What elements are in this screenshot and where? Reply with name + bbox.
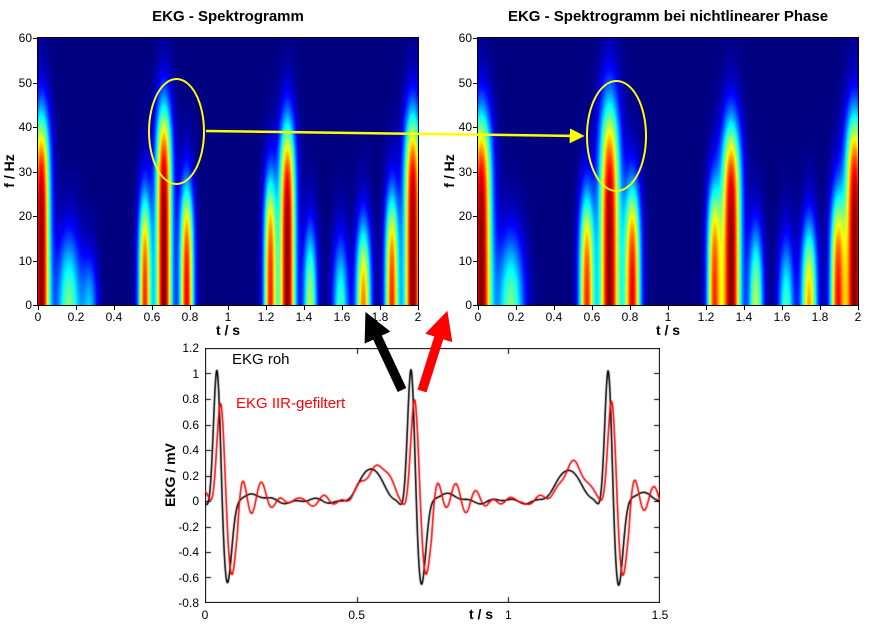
spectrogram_right-x-tick-mark: [782, 306, 783, 310]
spectrogram_left-x-tick-mark: [266, 306, 267, 310]
spectrogram_right-x-tick-mark: [630, 306, 631, 310]
spectrogram_right-y-tick-mark: [473, 216, 477, 217]
spectrogram_right-x-tick-mark: [820, 306, 821, 310]
spectrogram_left-y-tick-mark: [33, 127, 37, 128]
spectrogram_right-x-tick-mark: [516, 306, 517, 310]
spectrogram_right-x-tick-mark: [478, 306, 479, 310]
ekg-y-tick-label: 0.6: [182, 417, 199, 432]
spectrogram_left-x-tick-mark: [342, 306, 343, 310]
spectrogram_left-x-tick-mark: [228, 306, 229, 310]
spectrogram_left-y-tick-mark: [33, 305, 37, 306]
spectrogram-left-heatmap: [37, 37, 419, 306]
ekg-y-tick-label: 0.8: [182, 392, 199, 406]
spectrogram_left-x-tick-mark: [76, 306, 77, 310]
ekg-plot: [205, 348, 660, 603]
spectrogram_right-y-tick-label: 50: [458, 75, 472, 90]
spectrogram_left-x-tick-label: 0.2: [67, 310, 85, 324]
spectrogram_right-y-tick-mark: [473, 82, 477, 84]
spectrogram_right-x-tick-mark: [744, 306, 745, 310]
spectrogram_right-y-tick-label: 20: [458, 209, 472, 223]
spectrogram_left-y-tick-mark: [33, 260, 37, 262]
spectrogram_right-x-tick-mark: [858, 306, 859, 310]
spectrogram_right-x-tick-label: 1.8: [811, 310, 829, 324]
spectrogram_left-x-tick-mark: [190, 306, 191, 310]
spectrogram_left-y-tick-mark: [33, 216, 37, 217]
spectrogram_left-x-tick-label: 1.2: [257, 310, 275, 324]
ekg-xlabel: t / s: [468, 606, 494, 622]
ekg-x-tick-label: 1.5: [651, 608, 669, 622]
ekg-y-tick-label: 1.2: [182, 341, 199, 355]
spectrogram_left-y-tick-label: 60: [18, 31, 32, 45]
spectrogram_right-x-tick-label: 0.4: [545, 310, 563, 324]
spectrogram_right-x-tick-label: 1.2: [697, 310, 715, 324]
spectrogram_right-x-tick-mark: [554, 306, 555, 310]
spectrogram_left-y-tick-mark: [33, 171, 37, 173]
ekg-y-tick-label: -0.6: [178, 570, 199, 585]
spectrogram_left-x-tick-mark: [380, 306, 381, 310]
spectrogram_left-x-tick-label: 0.6: [143, 310, 161, 324]
spectrogram_right-y-tick-mark: [473, 260, 477, 262]
spectrogram_right-y-tick-mark: [473, 305, 477, 306]
spectrogram-right-heatmap: [477, 37, 859, 306]
spectrogram_right-x-tick-label: 0: [474, 310, 482, 324]
spectrogram_right-x-tick-label: 0.2: [507, 310, 525, 324]
ekg-x-tick-label: 1: [504, 608, 512, 622]
spectrogram_left-x-tick-mark: [152, 306, 153, 310]
spectrogram_left-y-tick-label: 40: [18, 120, 32, 134]
spectrogram_left-x-tick-label: 0.4: [105, 310, 123, 324]
spectrogram_right-y-tick-label: 30: [458, 164, 472, 179]
spectrogram_left-x-tick-label: 1: [224, 310, 232, 324]
ekg-y-tick-label: 0.2: [182, 468, 199, 483]
spectrogram-right-title: EKG - Spektrogramm bei nichtlinearer Pha…: [507, 8, 829, 25]
spectrogram_left-x-tick-mark: [304, 306, 305, 310]
spectrogram_right-y-tick-mark: [473, 38, 477, 39]
spectrogram_left-x-tick-label: 1.8: [371, 310, 389, 324]
spectrogram-right-xlabel: t / s: [655, 322, 681, 338]
spectrogram_left-y-tick-label: 20: [18, 209, 32, 223]
spectrogram_left-x-tick-label: 0.8: [181, 310, 199, 324]
spectrogram_right-y-tick-label: 0: [465, 298, 472, 312]
spectrogram_right-x-tick-mark: [592, 306, 593, 310]
spectrogram_left-x-tick-mark: [38, 306, 39, 310]
spectrogram_left-y-tick-label: 10: [18, 253, 32, 268]
spectrogram_left-x-tick-label: 2: [414, 310, 422, 324]
ekg-y-tick-label: -0.2: [178, 519, 199, 534]
spectrogram_right-x-tick-label: 1.4: [735, 310, 753, 324]
spectrogram_left-x-tick-mark: [114, 306, 115, 310]
ekg-x-tick-label: 0.5: [348, 608, 365, 622]
spectrogram-left-xlabel: t / s: [215, 322, 241, 338]
spectrogram_left-y-tick-label: 50: [18, 75, 32, 90]
spectrogram_right-x-tick-label: 0.6: [583, 310, 601, 324]
spectrogram_right-y-tick-label: 60: [458, 31, 472, 45]
legend-ekg-roh: EKG roh: [232, 351, 290, 368]
ekg-y-tick-label: 0.4: [182, 443, 199, 457]
spectrogram_right-x-tick-label: 1: [664, 310, 672, 324]
spectrogram_right-y-tick-mark: [473, 127, 477, 128]
spectrogram_left-x-tick-mark: [418, 306, 419, 310]
spectrogram_left-y-tick-label: 30: [18, 164, 32, 179]
spectrogram_left-x-tick-label: 0: [34, 310, 42, 324]
spectrogram_right-y-tick-label: 40: [458, 120, 472, 134]
spectrogram_left-y-tick-mark: [33, 82, 37, 84]
ekg-y-tick-label: 0: [192, 494, 199, 508]
ekg-y-tick-label: 1: [192, 366, 199, 381]
spectrogram-left-title: EKG - Spektrogramm: [152, 8, 304, 25]
ekg-y-tick-label: -0.4: [178, 545, 199, 559]
spectrogram_left-x-tick-label: 1.4: [295, 310, 313, 324]
spectrogram_right-x-tick-label: 2: [854, 310, 862, 324]
ekg-y-tick-label: -0.8: [178, 596, 199, 610]
legend-ekg-iir-gefiltert: EKG IIR-gefiltert: [236, 395, 346, 412]
spectrogram_right-x-tick-mark: [668, 306, 669, 310]
spectrogram_right-x-tick-mark: [706, 306, 707, 310]
spectrogram_right-x-tick-label: 1.6: [773, 310, 791, 324]
spectrogram_right-y-tick-label: 10: [458, 253, 472, 268]
spectrogram_right-x-tick-label: 0.8: [621, 310, 639, 324]
spectrogram_left-x-tick-label: 1.6: [333, 310, 351, 324]
spectrogram_left-y-tick-mark: [33, 38, 37, 39]
spectrogram_right-y-tick-mark: [473, 171, 477, 173]
ekg-x-tick-label: 0: [201, 608, 209, 622]
spectrogram_left-y-tick-label: 0: [25, 298, 32, 312]
